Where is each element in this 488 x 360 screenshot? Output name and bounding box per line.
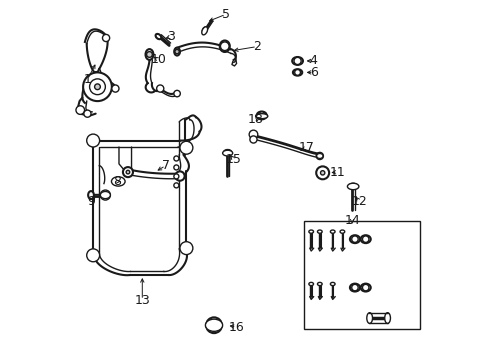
Circle shape [115,179,121,184]
Circle shape [175,171,184,181]
Circle shape [362,284,368,291]
Circle shape [156,85,163,92]
Circle shape [293,57,301,64]
Circle shape [102,35,109,41]
Circle shape [258,112,265,119]
Ellipse shape [317,230,322,233]
Ellipse shape [339,230,344,233]
Ellipse shape [348,184,356,189]
Ellipse shape [317,282,322,285]
Circle shape [316,152,323,159]
Ellipse shape [205,319,222,331]
Circle shape [362,236,368,242]
Circle shape [86,249,100,262]
Ellipse shape [360,284,370,292]
Text: 10: 10 [150,53,166,66]
Circle shape [146,51,152,57]
Circle shape [174,165,179,170]
Circle shape [351,236,357,242]
Ellipse shape [88,191,94,199]
Text: 15: 15 [225,153,241,166]
Ellipse shape [346,183,358,190]
Text: 18: 18 [247,113,264,126]
Ellipse shape [308,282,313,285]
Ellipse shape [113,178,123,185]
Circle shape [100,190,110,200]
Circle shape [76,106,84,114]
Circle shape [94,84,100,90]
Ellipse shape [292,69,302,76]
Bar [303,221,419,329]
Circle shape [175,49,179,54]
Ellipse shape [219,41,229,52]
Circle shape [122,167,133,177]
Ellipse shape [384,313,389,323]
Circle shape [83,72,112,101]
Circle shape [206,318,222,333]
Circle shape [83,110,91,117]
Circle shape [174,156,179,161]
Text: 5: 5 [222,8,229,21]
Circle shape [174,90,180,97]
Circle shape [180,141,192,154]
Circle shape [174,174,179,179]
Ellipse shape [111,177,125,186]
Ellipse shape [330,230,334,233]
Circle shape [126,170,129,174]
Circle shape [316,166,328,179]
Ellipse shape [202,27,207,35]
Text: 1: 1 [83,73,91,86]
Ellipse shape [174,48,180,55]
Ellipse shape [349,284,359,292]
Text: 16: 16 [228,320,244,333]
Ellipse shape [360,235,370,243]
Text: 13: 13 [134,294,150,307]
Text: 8: 8 [113,175,121,188]
Circle shape [249,130,257,139]
Circle shape [209,320,218,330]
Text: 4: 4 [309,54,317,67]
Ellipse shape [256,112,266,120]
Ellipse shape [308,230,313,233]
Circle shape [86,134,100,147]
Text: 11: 11 [329,166,345,179]
Circle shape [220,42,228,50]
Circle shape [351,284,357,291]
Text: 17: 17 [298,141,313,154]
Ellipse shape [330,282,334,285]
Text: 14: 14 [344,214,359,227]
Ellipse shape [255,114,267,119]
Circle shape [320,171,324,175]
Ellipse shape [145,49,153,60]
Text: 3: 3 [167,30,175,43]
Ellipse shape [366,313,372,323]
Ellipse shape [316,153,323,158]
Text: 2: 2 [253,40,261,53]
Ellipse shape [222,150,232,156]
Ellipse shape [100,192,110,199]
Circle shape [180,242,192,255]
Ellipse shape [292,57,303,65]
Circle shape [89,79,105,95]
Text: 12: 12 [351,195,366,208]
Text: 6: 6 [309,66,317,79]
Circle shape [174,183,179,188]
Text: 7: 7 [161,159,169,172]
Text: 9: 9 [87,195,95,208]
Ellipse shape [349,235,359,243]
Circle shape [112,85,119,92]
Ellipse shape [155,34,161,39]
Ellipse shape [202,27,206,33]
Ellipse shape [224,150,231,154]
Circle shape [294,69,300,75]
Circle shape [249,136,257,143]
